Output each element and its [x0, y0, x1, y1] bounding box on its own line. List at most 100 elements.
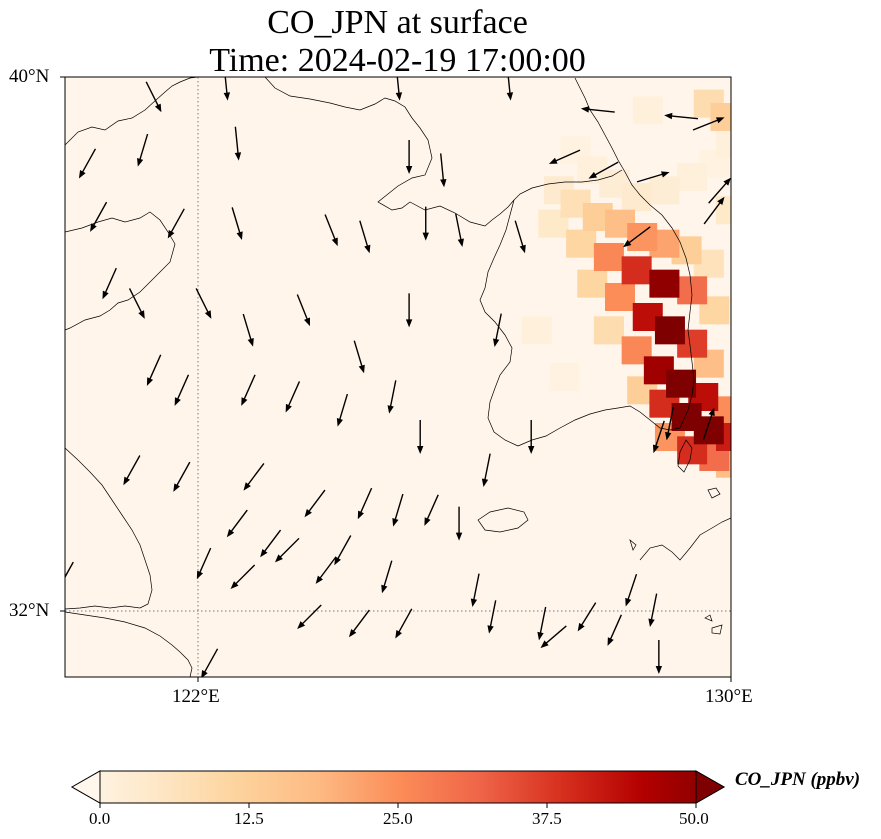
chart-title-line2: Time: 2024-02-19 17:00:00	[209, 42, 586, 79]
wind-arrow-37	[285, 381, 301, 413]
wind-arrow-14	[708, 177, 731, 204]
wind-arrow-67	[201, 648, 219, 677]
wind-arrow-25	[703, 196, 725, 225]
wind-arrow-22	[514, 220, 526, 254]
colorbar	[70, 770, 726, 808]
wind-arrow-13	[636, 171, 670, 183]
plot-frame	[64, 76, 732, 678]
plot-area	[65, 77, 731, 677]
co-cell-29	[627, 223, 658, 251]
wind-arrow-38	[336, 393, 349, 427]
wind-arrow-43	[123, 455, 141, 486]
wind-arrow-10	[405, 140, 413, 174]
co-cell-7	[521, 316, 552, 345]
coastline-korea-east	[574, 77, 695, 429]
wind-arrow-75	[655, 640, 663, 674]
co-cell-5	[716, 129, 731, 158]
wind-arrow-64	[625, 573, 638, 607]
co-cell-6	[632, 96, 663, 125]
tsushima-island	[677, 439, 693, 473]
co-concentration-field	[521, 89, 731, 478]
co-cell-47	[666, 369, 697, 398]
wind-arrow-72	[540, 625, 567, 649]
wind-arrow-17	[231, 207, 243, 240]
co-cell-10	[621, 183, 652, 211]
co-cell-2	[549, 363, 580, 391]
wind-arrow-50	[481, 453, 491, 488]
wind-arrow-39	[387, 380, 397, 414]
wind-arrow-44	[173, 461, 191, 492]
wind-arrow-28	[195, 288, 212, 319]
wind-arrow-66	[65, 561, 74, 579]
coastline-china-north	[65, 77, 199, 146]
wind-arrow-33	[492, 313, 502, 348]
wind-arrow-16	[167, 208, 185, 239]
wind-arrow-31	[353, 340, 365, 374]
wind-arrow-20	[422, 206, 429, 241]
co-cell-18	[566, 229, 597, 258]
wind-arrow-55	[424, 494, 439, 526]
wind-arrow-35	[174, 374, 190, 406]
japan-islets	[629, 538, 723, 635]
wind-arrow-9	[234, 126, 242, 161]
jeju-island	[477, 507, 529, 533]
wind-arrow-32	[405, 293, 413, 328]
colorbar-tick-label-0: 0.0	[89, 809, 111, 828]
co-cell-20	[577, 269, 608, 298]
wind-arrow-51	[652, 420, 665, 454]
co-cell-46	[654, 316, 685, 345]
wind-arrow-26	[102, 267, 117, 300]
wind-arrow-54	[334, 535, 352, 566]
wind-arrow-30	[296, 294, 310, 327]
wind-arrow-45	[243, 462, 265, 491]
wind-arrow-41	[528, 420, 535, 454]
wind-arrow-18	[324, 214, 338, 247]
wind-arrow-21	[455, 213, 464, 248]
wind-arrow-74	[607, 614, 622, 646]
colorbar-tick-label-1: 12.5	[234, 809, 264, 828]
co-cell-31	[605, 283, 635, 311]
co-cell-45	[649, 269, 680, 298]
wind-arrow-2	[395, 77, 403, 101]
wind-arrow-40	[417, 420, 424, 454]
wind-arrow-4	[580, 106, 615, 113]
wind-arrow-62	[470, 573, 480, 608]
wind-arrow-0	[145, 81, 162, 113]
wind-arrow-24	[623, 226, 651, 248]
wind-vectors	[65, 77, 731, 677]
wind-arrow-7	[78, 148, 97, 179]
colorbar-tick-label-4: 50.0	[679, 809, 709, 828]
wind-arrow-23	[588, 161, 619, 179]
wind-arrow-70	[395, 608, 413, 639]
co-cell-4	[677, 163, 708, 191]
wind-arrow-5	[664, 112, 699, 120]
colorbar-extend-low	[70, 770, 101, 804]
co-cell-16	[593, 316, 624, 345]
wind-arrow-11	[440, 153, 447, 188]
wind-arrow-42	[702, 407, 715, 441]
wind-arrow-59	[274, 537, 300, 563]
co-cell-35	[677, 276, 708, 305]
wind-arrow-36	[241, 374, 256, 406]
colorbar-tick-label-3: 37.5	[532, 809, 562, 828]
coastline-china-east	[65, 447, 153, 610]
lat-tick-label-32: 32°N	[9, 600, 50, 621]
wind-arrow-8	[137, 133, 149, 167]
wind-arrow-71	[487, 600, 497, 634]
wind-arrow-19	[359, 220, 371, 254]
co-cell-9	[649, 176, 680, 205]
wind-arrow-53	[260, 529, 282, 558]
wind-arrow-52	[226, 509, 248, 538]
wind-arrow-27	[128, 288, 145, 319]
lon-tick-label-130: 130°E	[705, 686, 753, 707]
wind-arrow-34	[146, 354, 162, 386]
wind-arrow-49	[455, 506, 463, 541]
colorbar-tick-label-2: 25.0	[383, 809, 413, 828]
wind-arrow-69	[348, 609, 370, 638]
wind-arrow-73	[577, 602, 597, 632]
wind-arrow-63	[537, 606, 547, 641]
wind-arrow-68	[297, 604, 322, 630]
coastline-korea-south	[517, 405, 681, 447]
coastlines	[65, 77, 731, 677]
